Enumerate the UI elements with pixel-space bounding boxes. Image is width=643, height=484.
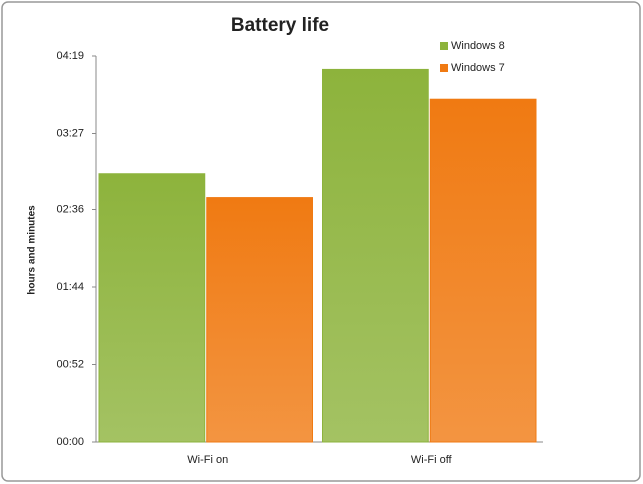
bar: [98, 173, 206, 443]
y-tick-label: 02:36: [56, 203, 84, 215]
y-tick-label: 04:19: [56, 50, 84, 62]
x-tick-label: Wi-Fi on: [187, 454, 228, 466]
legend-label: Windows 8: [451, 40, 505, 52]
bar: [429, 98, 537, 443]
bar: [322, 68, 429, 443]
legend-swatch: [440, 42, 448, 50]
chart-title: Battery life: [231, 15, 329, 36]
legend-swatch: [440, 64, 448, 72]
x-tick-label: Wi-Fi off: [411, 454, 453, 466]
y-tick-label: 00:00: [56, 436, 84, 448]
legend-label: Windows 7: [451, 62, 505, 74]
bar: [206, 197, 313, 443]
y-tick-label: 03:27: [56, 127, 84, 139]
y-axis-label: hours and minutes: [27, 205, 38, 295]
y-tick-label: 01:44: [56, 281, 84, 293]
y-tick-label: 00:52: [56, 358, 84, 370]
